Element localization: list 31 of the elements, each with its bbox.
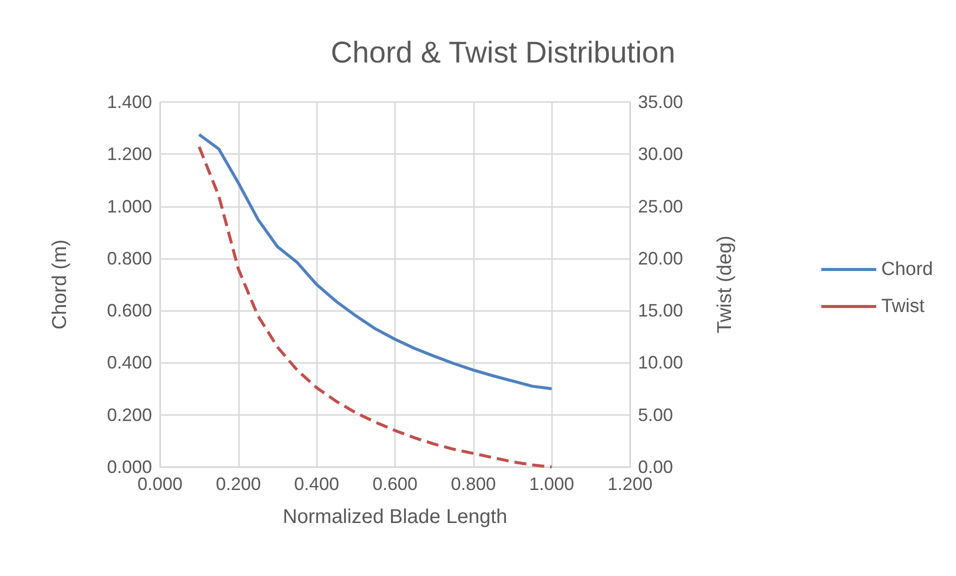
y2-tick-label: 20.00 bbox=[638, 248, 684, 268]
y-axis-title: Chord (m) bbox=[49, 239, 71, 330]
legend-label: Chord bbox=[881, 259, 933, 280]
y2-tick-label: 30.00 bbox=[638, 144, 684, 164]
y-tick-label: 0.000 bbox=[106, 457, 152, 477]
x-axis-title: Normalized Blade Length bbox=[282, 506, 508, 528]
x-tick-label: 1.000 bbox=[529, 474, 574, 494]
x-tick-label: 0.800 bbox=[450, 474, 496, 494]
y2-axis-title: Twist (deg) bbox=[714, 236, 736, 334]
y2-tick-label: 5.00 bbox=[638, 404, 674, 425]
y2-tick-label: 0.00 bbox=[638, 457, 674, 477]
legend-label: Twist bbox=[881, 296, 926, 317]
y2-tick-label: 15.00 bbox=[638, 300, 684, 321]
y-tick-label: 1.400 bbox=[106, 92, 152, 112]
y2-tick-label: 25.00 bbox=[638, 196, 684, 216]
x-tick-label: 0.600 bbox=[372, 474, 418, 494]
line-series bbox=[198, 133, 554, 390]
chart-title: Chord & Twist Distribution bbox=[330, 36, 676, 70]
x-tick-label: 0.000 bbox=[137, 474, 183, 494]
y-tick-label: 0.400 bbox=[106, 352, 152, 373]
y2-tick-label: 10.00 bbox=[638, 352, 684, 373]
x-tick-label: 1.200 bbox=[607, 474, 653, 494]
x-tick-label: 0.400 bbox=[294, 474, 340, 494]
x-tick-label: 0.200 bbox=[216, 474, 261, 494]
y-tick-label: 0.200 bbox=[106, 404, 152, 425]
y-tick-label: 0.600 bbox=[106, 300, 152, 321]
y-tick-label: 1.000 bbox=[106, 196, 152, 216]
y2-tick-label: 35.00 bbox=[638, 92, 684, 112]
y-tick-label: 0.800 bbox=[106, 248, 152, 268]
line-series bbox=[198, 145, 554, 468]
y-tick-label: 1.200 bbox=[106, 144, 152, 164]
